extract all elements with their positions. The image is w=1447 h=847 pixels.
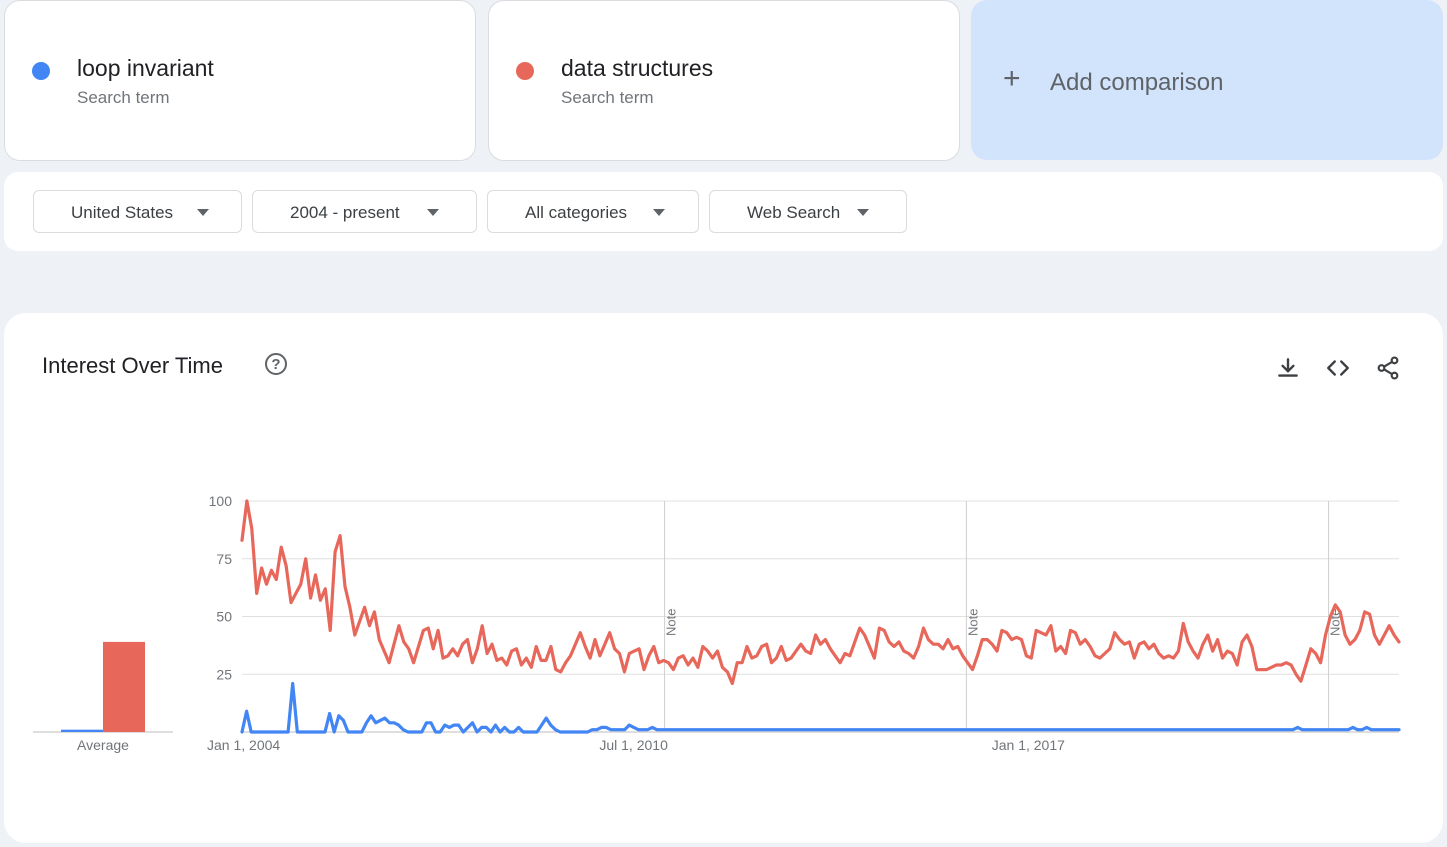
note-label: Note (965, 609, 980, 636)
search-type-dropdown-label: Web Search (747, 203, 841, 222)
series-line (240, 681, 1401, 734)
x-tick-label: Jul 1, 2010 (599, 737, 668, 753)
region-dropdown[interactable]: United States (33, 190, 242, 233)
chevron-down-icon (653, 209, 665, 216)
time-range-dropdown[interactable]: 2004 - present (252, 190, 477, 233)
series-line (240, 499, 1401, 686)
download-icon[interactable] (1275, 355, 1301, 381)
search-type-dropdown[interactable]: Web Search (709, 190, 907, 233)
filter-bar: United States 2004 - present All categor… (4, 172, 1443, 251)
time-range-dropdown-label: 2004 - present (290, 203, 400, 222)
y-tick-label: 50 (216, 609, 232, 625)
x-tick-label: Jan 1, 2004 (207, 737, 280, 753)
search-term-name[interactable]: loop invariant (77, 55, 214, 81)
chevron-down-icon (857, 209, 869, 216)
search-term-subtitle: Search term (561, 88, 654, 107)
add-comparison-label: Add comparison (1050, 69, 1224, 96)
search-term-card-2[interactable]: data structures Search term (488, 0, 960, 161)
help-icon[interactable]: ? (265, 353, 287, 375)
chevron-down-icon (197, 209, 209, 216)
plus-icon: + (1003, 62, 1021, 95)
search-term-name[interactable]: data structures (561, 55, 714, 81)
search-term-subtitle: Search term (77, 88, 170, 107)
y-tick-label: 75 (216, 551, 232, 567)
average-label: Average (77, 737, 129, 753)
y-tick-label: 100 (209, 493, 233, 509)
note-label: Note (664, 609, 679, 636)
series-color-dot (32, 62, 50, 80)
chart-title: Interest Over Time (42, 353, 223, 378)
series-color-dot (516, 62, 534, 80)
category-dropdown[interactable]: All categories (487, 190, 699, 233)
share-icon[interactable] (1375, 355, 1401, 381)
search-term-card-1[interactable]: loop invariant Search term (4, 0, 476, 161)
average-bar (103, 641, 145, 732)
y-tick-label: 25 (216, 666, 232, 682)
category-dropdown-label: All categories (525, 203, 628, 222)
interest-over-time-card: Interest Over Time ? 100 75 50 25 Note Note No… (4, 313, 1443, 843)
x-tick-label: Jan 1, 2017 (992, 737, 1065, 753)
add-comparison-button[interactable]: + Add comparison (971, 0, 1443, 160)
region-dropdown-label: United States (71, 203, 174, 222)
embed-icon[interactable] (1325, 355, 1351, 381)
chevron-down-icon (427, 209, 439, 216)
average-bar (61, 729, 103, 732)
